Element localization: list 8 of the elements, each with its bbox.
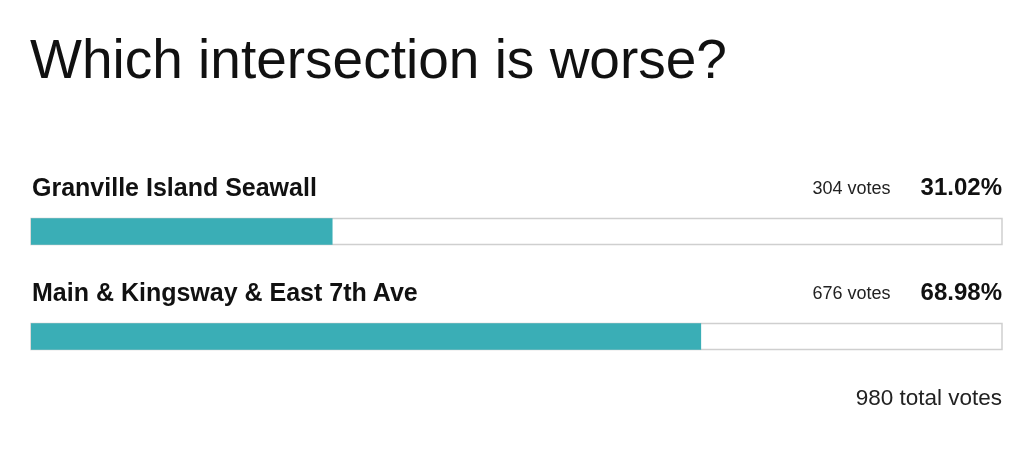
- y-tick-label: Granville Island Seawall: [32, 172, 317, 201]
- y-tick-label: Main & Kingsway & East 7th Ave: [32, 277, 418, 306]
- data-label: 31.02%: [920, 172, 1002, 200]
- annotation: 304 votes: [812, 177, 891, 198]
- text: 980 total votes: [855, 385, 1002, 410]
- data-label: 68.98%: [920, 277, 1002, 305]
- chart-title: Which intersection is worse?: [30, 28, 727, 90]
- annotation: 676 votes: [812, 282, 891, 303]
